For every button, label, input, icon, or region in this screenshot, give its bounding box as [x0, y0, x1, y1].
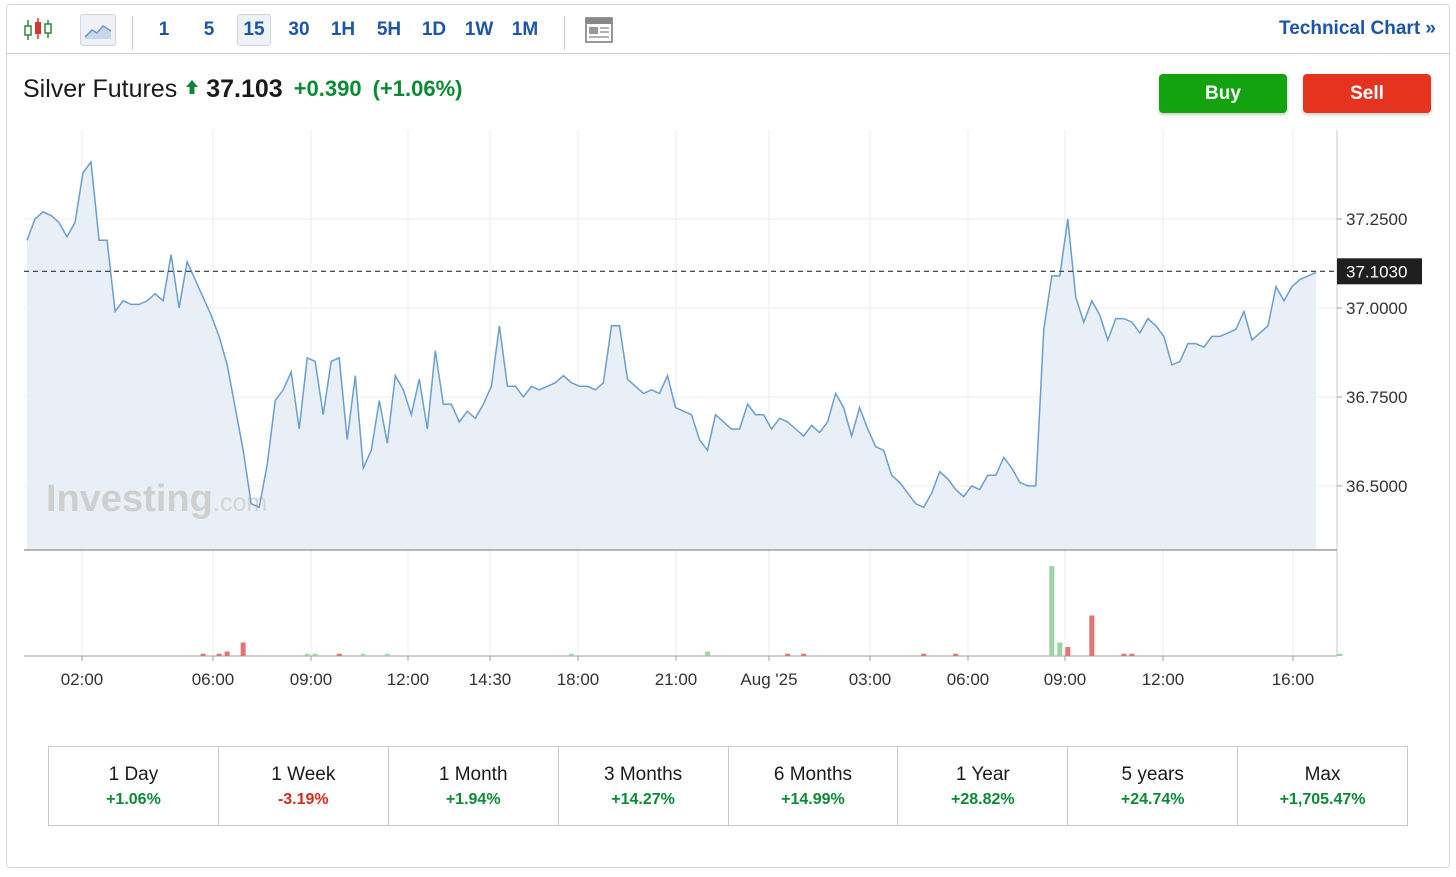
perf-max[interactable]: Max +1,705.47%: [1237, 747, 1407, 825]
x-tick-label: 14:30: [469, 670, 512, 689]
price-change: +0.390: [293, 76, 362, 101]
widget-frame: [6, 4, 1450, 868]
perf-value: +28.82%: [951, 790, 1015, 808]
y-tick-label: 37.2500: [1346, 210, 1407, 229]
x-tick-label: 09:00: [290, 670, 333, 689]
buy-button[interactable]: Buy: [1159, 74, 1287, 113]
price-line: [26, 160, 1317, 509]
volume-bar: [1049, 566, 1055, 656]
perf-label: Max: [1304, 763, 1341, 785]
volume-bar: [705, 651, 711, 656]
perf-value: +1,705.47%: [1279, 790, 1366, 808]
interval-30[interactable]: 30: [288, 19, 310, 40]
price-area: [27, 162, 1316, 550]
toolbar-divider: [132, 16, 133, 50]
volume-bar: [801, 653, 807, 656]
x-tick-label: 06:00: [192, 670, 235, 689]
interval-1m[interactable]: 1M: [511, 19, 539, 40]
perf-value: -3.19%: [277, 790, 329, 808]
area-chart-icon[interactable]: [80, 14, 116, 46]
x-tick-label: 12:00: [387, 670, 430, 689]
x-tick-label: Aug '25: [740, 670, 797, 689]
volume-bar: [1057, 642, 1063, 656]
perf-label: 1 Year: [955, 763, 1010, 785]
y-tick-label: 36.7500: [1346, 388, 1407, 407]
volume-bar: [224, 651, 230, 656]
perf-value: +1.06%: [106, 790, 161, 808]
x-tick-label: 21:00: [655, 670, 698, 689]
interval-1w[interactable]: 1W: [464, 19, 494, 40]
technical-chart-link[interactable]: Technical Chart »: [1279, 18, 1436, 39]
x-tick-label: 09:00: [1044, 670, 1087, 689]
volume-bar: [304, 653, 310, 656]
perf-label: 3 Months: [603, 763, 683, 785]
perf-5-years[interactable]: 5 years +24.74%: [1067, 747, 1237, 825]
perf-1-month[interactable]: 1 Month +1.94%: [387, 747, 558, 825]
perf-label: 1 Month: [438, 763, 508, 785]
volume-bar: [312, 653, 318, 656]
x-tick-label: 18:00: [557, 670, 600, 689]
volume-bar: [384, 653, 390, 656]
candlestick-icon[interactable]: [20, 14, 56, 46]
sell-button[interactable]: Sell: [1303, 74, 1431, 113]
volume-bar: [921, 653, 927, 656]
investing-watermark: Investing: [46, 478, 213, 520]
last-price-tag: [1337, 258, 1422, 285]
price-change-percent: (+1.06%): [372, 76, 463, 101]
investing-watermark-suffix: .com: [213, 489, 267, 517]
y-tick-label: 37.0000: [1346, 299, 1407, 318]
last-price: 37.103: [206, 74, 283, 103]
perf-label: 1 Week: [271, 763, 336, 785]
price-chart[interactable]: Investing .com 37.2500 37.0000 36.7500 36.500…: [0, 0, 1456, 740]
volume-bar: [1065, 647, 1071, 656]
volume-bar: [240, 642, 246, 656]
perf-1-year[interactable]: 1 Year +28.82%: [897, 747, 1067, 825]
volume-bar: [1337, 653, 1343, 656]
volume-bar: [785, 653, 791, 656]
interval-1h[interactable]: 1H: [330, 19, 356, 40]
volume-bar: [336, 653, 342, 656]
interval-1[interactable]: 1: [158, 19, 170, 40]
last-price-tag-label: 37.1030: [1346, 262, 1407, 281]
interval-5[interactable]: 5: [203, 19, 215, 40]
volume-bar: [953, 653, 959, 656]
interval-5h[interactable]: 5H: [376, 19, 402, 40]
chart-toolbar: 1 5 15 30 1H 5H 1D 1W 1M Technical Chart…: [6, 4, 1450, 54]
toolbar-divider: [564, 16, 565, 50]
performance-table: 1 Day +1.06% 1 Week -3.19% 1 Month +1.94…: [48, 746, 1408, 826]
volume-bar: [200, 653, 206, 656]
volume-bar: [216, 653, 222, 656]
perf-1-day[interactable]: 1 Day +1.06%: [49, 747, 218, 825]
perf-value: +1.94%: [445, 790, 501, 808]
y-tick-label: 36.5000: [1346, 477, 1407, 496]
perf-value: +24.74%: [1120, 790, 1185, 808]
quote-header: Silver Futures 37.103 +0.390 (+1.06%): [23, 72, 462, 106]
x-tick-label: 06:00: [947, 670, 990, 689]
perf-label: 5 years: [1121, 763, 1184, 785]
x-tick-label: 16:00: [1272, 670, 1315, 689]
x-tick-label: 03:00: [849, 670, 892, 689]
perf-6-months[interactable]: 6 Months +14.99%: [727, 747, 898, 825]
volume-bar: [1129, 653, 1135, 656]
x-tick-label: 02:00: [61, 670, 104, 689]
perf-3-months[interactable]: 3 Months +14.27%: [557, 747, 728, 825]
interval-15[interactable]: 15: [237, 14, 271, 46]
perf-value: +14.99%: [781, 790, 845, 808]
volume-bar: [1121, 653, 1127, 656]
x-tick-label: 12:00: [1142, 670, 1185, 689]
volume-bar: [360, 653, 366, 656]
up-arrow-icon: [185, 79, 199, 100]
instrument-name: Silver Futures: [23, 74, 178, 103]
perf-1-week[interactable]: 1 Week -3.19%: [217, 747, 388, 825]
perf-label: 1 Day: [108, 763, 159, 785]
volume-bar: [1089, 615, 1095, 656]
news-layout-icon[interactable]: [584, 14, 614, 46]
volume-bar: [568, 653, 574, 656]
perf-value: +14.27%: [611, 790, 675, 808]
interval-1d[interactable]: 1D: [421, 19, 447, 40]
perf-label: 6 Months: [773, 763, 853, 785]
